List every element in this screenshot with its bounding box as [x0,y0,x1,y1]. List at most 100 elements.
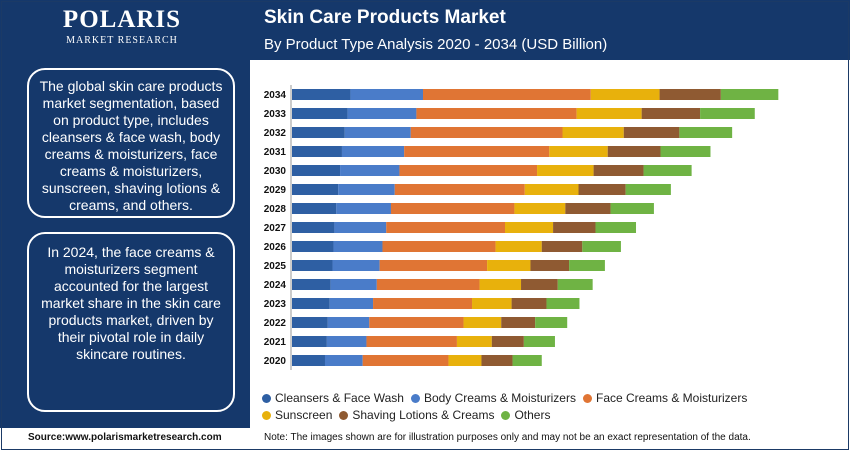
bar-segment [535,317,568,328]
bar-segment [390,203,515,214]
bar-segment [334,222,387,233]
chart-legend: Cleansers & Face Wash Body Creams & Moist… [262,390,822,424]
legend-label: Sunscreen [275,408,333,422]
bar-segment [491,336,524,347]
brand-name: POLARIS [62,6,182,33]
y-tick-label: 2030 [264,166,287,177]
bar-segment [582,241,621,252]
bar-segment [641,108,701,119]
legend-swatch [410,394,420,403]
bar-segment [530,260,570,271]
bar-segment [595,222,637,233]
bar-segment [292,165,341,176]
bar-segment [292,108,348,119]
bar-segment [362,355,449,366]
chart-title: Skin Care Products Market [264,7,506,28]
bar-segment [292,260,333,271]
bar-segment [523,336,555,347]
legend-label: Body Creams & Moisturizers [423,391,576,405]
bar-segment [326,336,367,347]
segmentation-info-box: The global skin care products market seg… [27,68,235,218]
bar-segment [329,298,374,309]
bar-segment [541,241,583,252]
y-tick-label: 2023 [264,299,287,310]
bar-segment [578,184,626,195]
bar-segment [340,165,400,176]
brand-subtitle: MARKET RESEARCH [66,35,178,46]
bar-segment [386,222,506,233]
bar-segment [292,184,339,195]
bar-segment [292,127,345,138]
legend-swatch [339,411,349,420]
bar-segment [341,146,405,157]
bar-segment [569,260,605,271]
y-tick-label: 2028 [264,204,287,215]
bar-segment [292,241,334,252]
bar-segment [410,127,563,138]
bar-segment [610,203,654,214]
legend-label: Face Creams & Moisturizers [595,391,748,405]
market-share-info-box: In 2024, the face creams & moisturizers … [27,232,235,412]
y-tick-label: 2031 [264,147,287,158]
bar-segment [576,108,642,119]
bar-segment [292,317,328,328]
bar-segment [505,222,554,233]
legend-label: Others [514,408,551,422]
bar-segment [590,89,660,100]
bar-segment [549,146,608,157]
bar-segment [720,89,779,100]
bar-segment [456,336,492,347]
legend-swatch [262,411,271,420]
bar-segment [336,203,391,214]
legend-item: Body Creams & Moisturizers [410,390,576,407]
bar-segment [292,89,351,100]
bar-segment [514,203,566,214]
bar-segment [607,146,661,157]
y-tick-label: 2025 [264,261,287,272]
legend-swatch [262,394,271,403]
bar-segment [423,89,591,100]
bar-segment [292,203,337,214]
bar-segment [292,279,331,290]
bar-segment [399,165,538,176]
bar-segment [448,355,482,366]
bar-segment [292,355,325,366]
bar-segment [557,279,593,290]
bar-segment [324,355,363,366]
chart-subtitle: By Product Type Analysis 2020 - 2034 (US… [264,36,608,53]
bar-segment [479,279,522,290]
y-tick-label: 2034 [264,90,287,101]
legend-item: Shaving Lotions & Creams [339,407,494,424]
bar-segment [553,222,596,233]
legend-item: Sunscreen [262,407,332,424]
legend-item: Face Creams & Moisturizers [582,390,748,407]
bar-segment [463,317,502,328]
bar-segment [511,298,547,309]
bar-segment [327,317,370,328]
bar-segment [625,184,671,195]
bar-segment [333,241,383,252]
bar-segment [623,127,680,138]
bar-segment [292,336,327,347]
bar-segment [292,222,335,233]
bar-segment [369,317,464,328]
bar-segment [481,355,513,366]
legend-label: Cleansers & Face Wash [275,391,404,405]
legend-swatch [501,411,511,420]
y-tick-label: 2026 [264,242,287,253]
source-text: Source:www.polarismarketresearch.com [28,432,222,443]
bar-segment [338,184,395,195]
bar-segment [593,165,644,176]
bar-segment [643,165,692,176]
bar-segment [379,260,488,271]
bar-segment [524,184,579,195]
y-tick-label: 2027 [264,223,287,234]
bar-segment [679,127,733,138]
bar-segment [376,279,480,290]
bar-segment [292,146,342,157]
legend-swatch [582,394,592,403]
bar-segment [512,355,542,366]
bar-segment [350,89,424,100]
